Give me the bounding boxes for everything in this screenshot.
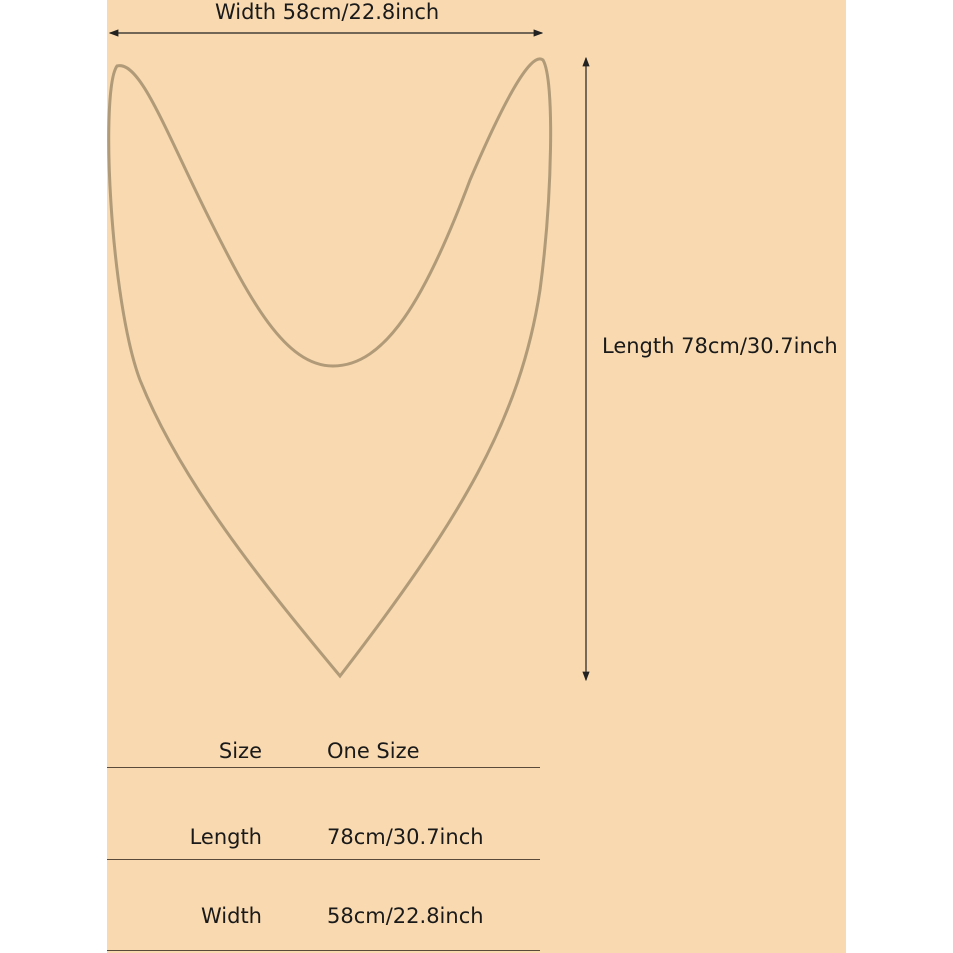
width-row-label: Width [200,904,262,928]
size-row-label: Size [218,739,262,763]
size-row-value: One Size [327,739,420,763]
table-divider [107,767,540,768]
length-dimension-label: Length 78cm/30.7inch [602,334,838,358]
scarf-outline [107,57,553,679]
width-row-value: 58cm/22.8inch [327,904,484,928]
length-row-label: Length [189,825,262,849]
width-dimension-label: Width 58cm/22.8inch [215,0,440,24]
length-row-value: 78cm/30.7inch [327,825,484,849]
table-divider [107,859,540,860]
table-divider [107,950,540,951]
